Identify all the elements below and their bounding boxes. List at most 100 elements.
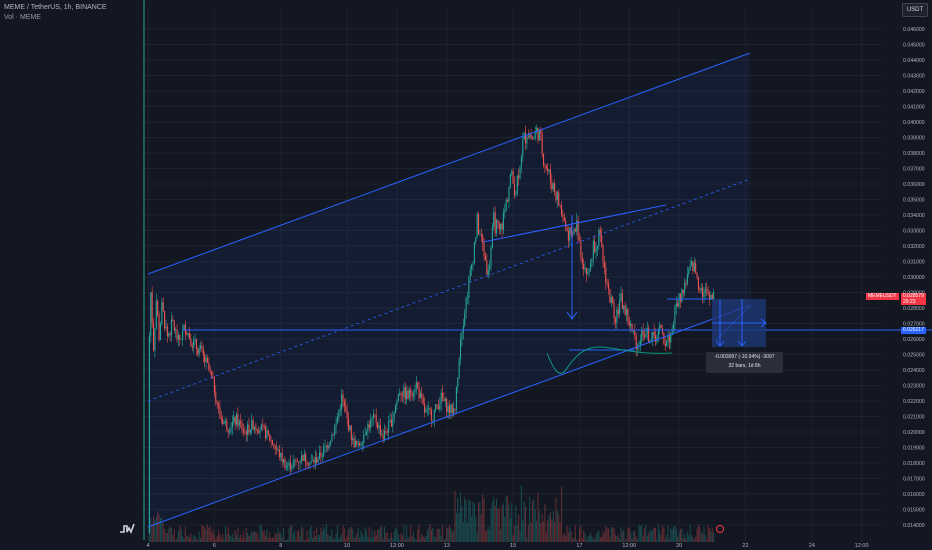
volume-bar xyxy=(675,528,677,542)
volume-bar xyxy=(520,485,522,542)
candle-body xyxy=(711,295,713,300)
volume-bar xyxy=(519,530,521,542)
candle-body xyxy=(480,233,482,236)
volume-bar xyxy=(404,539,406,542)
candle-body xyxy=(328,444,330,449)
replay-icon[interactable] xyxy=(716,525,724,533)
volume-bar xyxy=(462,522,464,542)
volume-bar xyxy=(500,529,502,542)
candle-body xyxy=(195,339,197,349)
volume-bar xyxy=(255,532,257,542)
candle-body xyxy=(577,220,579,240)
volume-bar xyxy=(523,501,525,542)
candle-body xyxy=(262,424,264,426)
volume-bar xyxy=(458,512,460,542)
x-tick-label: 6 xyxy=(213,543,216,549)
candle-body xyxy=(353,438,355,448)
volume-bar xyxy=(566,525,568,542)
candle-body xyxy=(482,235,484,244)
candle-body xyxy=(404,387,406,400)
volume-bar xyxy=(497,508,499,542)
volume-bar xyxy=(648,533,650,542)
last-price-tag: 0.028579 29:23 xyxy=(901,293,926,305)
volume-bar xyxy=(599,537,601,542)
y-tick-label: 0.032000 xyxy=(903,244,925,250)
volume-bar xyxy=(642,535,644,542)
candle-body xyxy=(190,338,192,347)
volume-bar xyxy=(323,527,325,542)
candle-body xyxy=(498,222,500,230)
volume-bar xyxy=(576,539,578,542)
volume-bar xyxy=(672,526,675,542)
measure-arrow-right-head[interactable] xyxy=(737,340,747,347)
green-hand-drawn-curve[interactable] xyxy=(546,346,673,374)
volume-bar xyxy=(594,538,596,542)
candle-body xyxy=(648,327,650,342)
measure-arrow-horizontal-head[interactable] xyxy=(760,318,767,328)
volume-bar xyxy=(168,528,170,542)
candle-body xyxy=(265,427,267,439)
candle-body xyxy=(336,417,339,424)
volume-bars xyxy=(148,485,715,542)
volume-bar xyxy=(339,536,341,542)
candle-body xyxy=(371,418,373,420)
volume-bar xyxy=(613,527,615,542)
measure-change: -0.003097 (-10.94%) -3097 xyxy=(714,354,775,360)
volume-bar xyxy=(540,523,542,542)
volume-bar xyxy=(621,531,623,542)
candle-body xyxy=(713,291,715,300)
currency-unit-button[interactable]: USDT xyxy=(902,3,928,17)
candle-body xyxy=(360,444,362,446)
candle-body xyxy=(363,435,365,443)
candle-body xyxy=(581,256,583,265)
candle-body xyxy=(338,410,340,418)
neckline-trend-line[interactable] xyxy=(482,204,667,243)
candle-body xyxy=(560,205,563,215)
tradingview-logo-icon[interactable] xyxy=(118,520,136,536)
candle-body xyxy=(519,166,521,179)
volume-bar xyxy=(619,538,621,542)
volume-bar xyxy=(341,534,343,542)
candle-body xyxy=(587,271,589,275)
candle-body xyxy=(372,414,374,419)
volume-label[interactable]: Vol · MEME xyxy=(4,14,41,21)
candle-body xyxy=(697,277,699,289)
measure-arrow-left-head[interactable] xyxy=(715,340,725,347)
candle-body xyxy=(512,170,514,184)
candle-body xyxy=(660,324,662,328)
candle-body xyxy=(649,340,651,342)
candle-body xyxy=(197,348,199,355)
volume-bar xyxy=(162,522,164,542)
last-price-symbol-tag: MEMEUSDT xyxy=(866,293,899,300)
candle-body xyxy=(708,294,711,300)
volume-bar xyxy=(212,529,214,542)
volume-bar xyxy=(677,536,679,542)
channel-lower-line[interactable] xyxy=(147,304,752,528)
y-tick-label: 0.034000 xyxy=(903,213,925,219)
drawings[interactable] xyxy=(147,52,932,533)
candle-body xyxy=(507,200,509,202)
volume-bar xyxy=(245,527,247,542)
candle-body xyxy=(646,327,648,334)
candle-body xyxy=(450,404,452,414)
volume-bar xyxy=(432,527,434,542)
candle-body xyxy=(182,329,184,340)
volume-bar xyxy=(483,498,485,542)
volume-bar xyxy=(707,525,709,542)
channel-mid-line[interactable] xyxy=(147,178,751,402)
channel-upper-line[interactable] xyxy=(147,52,751,275)
volume-bar xyxy=(451,531,453,542)
candle-body xyxy=(537,127,539,141)
volume-bar xyxy=(433,536,435,542)
volume-bar xyxy=(516,525,518,542)
candle-body xyxy=(681,289,683,302)
symbol-title[interactable]: MEME / TetherUS, 1h, BINANCE xyxy=(4,4,107,11)
volume-bar xyxy=(237,527,239,542)
down-arrow-head[interactable] xyxy=(566,311,578,320)
candle-body xyxy=(421,393,423,398)
volume-bar xyxy=(501,504,503,542)
volume-bar xyxy=(666,535,668,542)
volume-bar xyxy=(226,533,228,542)
candle-body xyxy=(422,397,424,404)
